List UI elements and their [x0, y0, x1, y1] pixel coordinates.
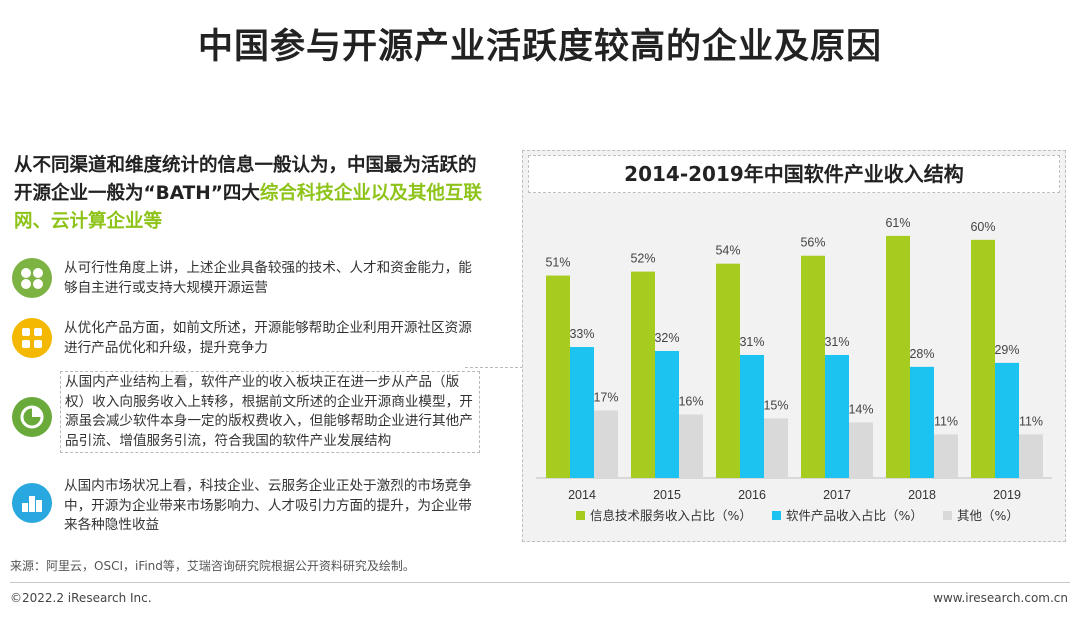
reason-text: 从国内产业结构上看，软件产业的收入板块正在进一步从产品（版权）收入向服务收入上转…	[60, 371, 480, 453]
legend-swatch	[576, 511, 585, 520]
data-label: 52%	[630, 252, 655, 266]
reason-text: 从优化产品方面，如前文所述，开源能够帮助企业利用开源社区资源进行产品优化和升级，…	[64, 320, 472, 356]
data-label: 32%	[654, 331, 679, 345]
grid-icon	[12, 318, 52, 358]
connector-line	[465, 367, 523, 368]
x-tick-label: 2019	[993, 488, 1021, 502]
data-label: 15%	[763, 398, 788, 412]
bar-2019-s3	[1019, 434, 1043, 478]
bar-2018-s1	[886, 235, 910, 478]
data-label: 54%	[715, 244, 740, 258]
data-label: 31%	[739, 335, 764, 349]
data-label: 51%	[545, 256, 570, 270]
website-url: www.iresearch.com.cn	[933, 591, 1068, 605]
bar-2015-s2	[655, 350, 679, 478]
data-label: 16%	[678, 394, 703, 408]
x-tick-label: 2016	[738, 488, 766, 502]
podium-icon	[12, 483, 52, 523]
intro-plain: 从不同渠道和维度统计的信息一般认为，中国最为活跃的开源企业一般为“BATH”四大	[14, 155, 477, 204]
bar-chart: 51% 33% 17% 2014 52% 32% 16% 2015 54% 31% 15% 2016 5…	[536, 216, 1052, 523]
intro-text: 从不同渠道和维度统计的信息一般认为，中国最为活跃的开源企业一般为“BATH”四大…	[14, 152, 484, 236]
bar-2017-s2	[825, 354, 849, 478]
data-label: 11%	[934, 414, 958, 428]
x-tick-label: 2014	[568, 488, 596, 502]
reason-text: 从可行性角度上讲，上述企业具备较强的技术、人才和资金能力，能够自主进行或支持大规…	[64, 260, 472, 296]
data-label: 11%	[1019, 414, 1043, 428]
bar-2018-s3	[934, 434, 958, 478]
legend-label: 软件产品收入占比（%）	[786, 508, 923, 523]
bar-2019-s1	[971, 239, 995, 478]
bar-2017-s3	[849, 422, 873, 478]
source-note: 来源：阿里云，OSCI，iFind等，艾瑞咨询研究院根据公开资料研究及绘制。	[10, 559, 415, 573]
legend-swatch	[943, 511, 952, 520]
legend-label: 信息技术服务收入占比（%）	[590, 508, 752, 523]
x-tick-label: 2017	[823, 488, 851, 502]
chart-title: 2014-2019年中国软件产业收入结构	[528, 155, 1060, 193]
legend-swatch	[772, 511, 781, 520]
footer-divider	[10, 582, 1070, 583]
bar-2017-s1	[801, 255, 825, 478]
data-label: 31%	[824, 335, 849, 349]
bar-2016-s2	[740, 354, 764, 478]
bar-2014-s1	[546, 275, 570, 478]
bar-2014-s2	[570, 347, 594, 478]
data-label: 60%	[970, 220, 995, 234]
bar-2019-s2	[995, 362, 1019, 478]
bar-2016-s1	[716, 263, 740, 478]
legend-label: 其他（%）	[957, 508, 1019, 523]
copyright: ©2022.2 iResearch Inc.	[10, 591, 152, 605]
data-label: 61%	[885, 216, 910, 230]
bar-2014-s3	[594, 410, 618, 478]
x-tick-label: 2015	[653, 488, 681, 502]
x-tick-label: 2018	[908, 488, 936, 502]
data-label: 56%	[800, 236, 825, 250]
data-label: 29%	[994, 343, 1019, 357]
intro-highlight: 综合科技企业以及其他互联网、云计算企业等	[14, 183, 482, 232]
bar-2016-s3	[764, 418, 788, 478]
data-label: 17%	[593, 391, 618, 405]
bar-2015-s3	[679, 414, 703, 478]
data-label: 28%	[909, 347, 934, 361]
data-label: 33%	[569, 327, 594, 341]
people-group-icon	[12, 258, 52, 298]
reason-text: 从国内市场状况上看，科技企业、云服务企业正处于激烈的市场竞争中，开源为企业带来市…	[64, 478, 472, 533]
data-label: 14%	[848, 402, 873, 416]
bar-2018-s2	[910, 366, 934, 478]
bar-2015-s1	[631, 271, 655, 478]
page-title: 中国参与开源产业活跃度较高的企业及原因	[197, 27, 882, 67]
pie-chart-icon	[12, 397, 52, 437]
